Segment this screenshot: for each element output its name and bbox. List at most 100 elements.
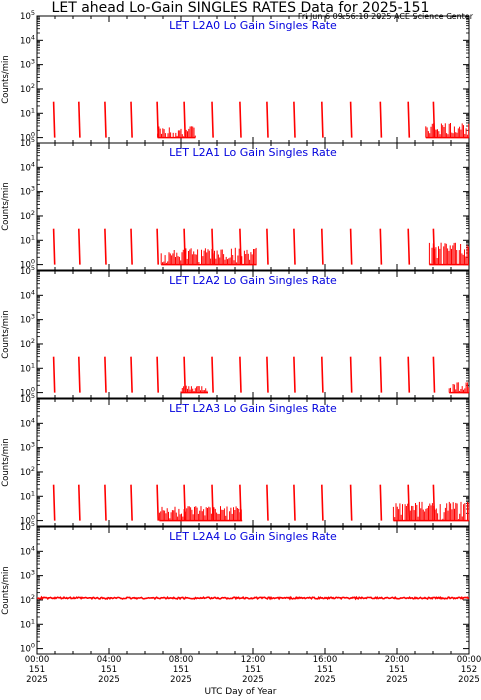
x-tick-doy: 151 [389, 665, 405, 675]
spike-mark [432, 484, 436, 521]
spike-mark [211, 228, 214, 265]
spike-mark [78, 228, 81, 265]
spike-mark [104, 484, 107, 521]
panel-title: LET L2A1 Lo Gain Singles Rate [169, 146, 337, 159]
spike-mark [104, 356, 107, 393]
y-tick-label: 104 [20, 288, 35, 301]
y-tick-label: 102 [20, 337, 35, 350]
x-tick-year: 2025 [170, 675, 192, 685]
x-tick-year: 2025 [386, 675, 408, 685]
y-tick-label: 103 [20, 441, 35, 454]
spike-mark [293, 228, 296, 265]
spike-mark [211, 484, 214, 521]
panel-frame [36, 270, 470, 399]
x-tick-time: 08:00 [169, 655, 194, 665]
spike-mark [266, 356, 269, 393]
spike-mark [52, 228, 56, 265]
y-tick-label: 103 [20, 185, 35, 198]
y-tick-label: 103 [20, 313, 35, 326]
y-axis-label: Counts/min [1, 182, 11, 231]
spike-mark [407, 356, 411, 393]
y-axis-label: Counts/min [1, 438, 11, 487]
spike-mark [156, 356, 159, 393]
spike-mark [379, 356, 383, 393]
spike-mark [321, 101, 324, 138]
y-tick-label: 102 [20, 593, 35, 606]
x-tick-time: 16:00 [313, 655, 338, 665]
spike-mark [156, 101, 159, 138]
y-tick-label: 101 [20, 106, 35, 119]
x-tick-doy: 151 [173, 665, 189, 675]
spike-mark [432, 228, 436, 265]
x-tick-year: 2025 [98, 675, 120, 685]
y-tick-label: 101 [20, 361, 35, 374]
y-axis-label: Counts/min [1, 310, 11, 359]
y-tick-label: 105 [20, 9, 35, 22]
x-tick-time: 20:00 [385, 655, 410, 665]
y-tick-label: 102 [20, 209, 35, 222]
spike-mark [211, 356, 214, 393]
x-tick-time: 00:00 [457, 655, 481, 665]
spike-mark [379, 484, 383, 521]
spike-mark [156, 228, 159, 265]
y-tick-label: 105 [20, 264, 35, 277]
spike-mark [321, 228, 324, 265]
spike-mark [78, 484, 81, 521]
spike-mark [349, 484, 353, 521]
y-tick-label: 101 [20, 617, 35, 630]
spike-mark [183, 228, 186, 265]
x-tick-doy: 151 [29, 665, 45, 675]
spike-mark [321, 356, 324, 393]
x-tick-doy: 151 [245, 665, 261, 675]
spike-mark [321, 484, 324, 521]
spike-mark [266, 228, 269, 265]
y-tick-label: 104 [20, 544, 35, 557]
y-tick-label: 100 [20, 258, 35, 271]
y-tick-label: 100 [20, 131, 35, 144]
y-axis-label: Counts/min [1, 566, 11, 615]
panel-title: LET L2A2 Lo Gain Singles Rate [169, 274, 337, 287]
spike-mark [379, 101, 383, 138]
spike-mark [183, 101, 186, 138]
x-axis-title: UTC Day of Year [204, 687, 277, 697]
x-tick-year: 2025 [458, 675, 480, 685]
x-tick-time: 04:00 [97, 655, 122, 665]
panel-title: LET L2A4 Lo Gain Singles Rate [169, 530, 337, 543]
y-tick-label: 100 [20, 386, 35, 399]
spike-mark [183, 356, 186, 393]
spike-mark [104, 101, 107, 138]
spike-mark [183, 484, 186, 521]
spike-mark [293, 101, 296, 138]
y-tick-label: 100 [20, 642, 35, 655]
spike-mark [239, 101, 242, 138]
spike-mark [432, 356, 436, 393]
spike-mark [78, 101, 81, 138]
spike-mark [266, 484, 269, 521]
spike-mark [379, 228, 383, 265]
spike-mark [104, 228, 107, 265]
y-tick-label: 105 [20, 520, 35, 533]
data-baseline-series [36, 595, 470, 601]
spike-mark [407, 101, 411, 138]
spike-mark [52, 484, 56, 521]
y-tick-label: 105 [20, 136, 35, 149]
x-tick-doy: 152 [461, 665, 477, 675]
spike-mark [52, 101, 56, 138]
y-tick-label: 104 [20, 33, 35, 46]
y-tick-label: 105 [20, 392, 35, 405]
spike-mark [211, 101, 214, 138]
spike-mark [239, 484, 242, 521]
y-tick-label: 100 [20, 514, 35, 527]
spike-mark [293, 484, 296, 521]
spike-mark [130, 484, 133, 521]
x-tick-time: 12:00 [241, 655, 266, 665]
page-title: LET ahead Lo-Gain SINGLES RATES Data for… [51, 0, 430, 16]
x-tick-doy: 151 [317, 665, 333, 675]
spike-mark [78, 356, 81, 393]
y-tick-label: 104 [20, 160, 35, 173]
spike-mark [349, 356, 353, 393]
spike-mark [293, 356, 296, 393]
y-tick-label: 103 [20, 569, 35, 582]
spike-mark [239, 228, 242, 265]
x-tick-year: 2025 [314, 675, 336, 685]
